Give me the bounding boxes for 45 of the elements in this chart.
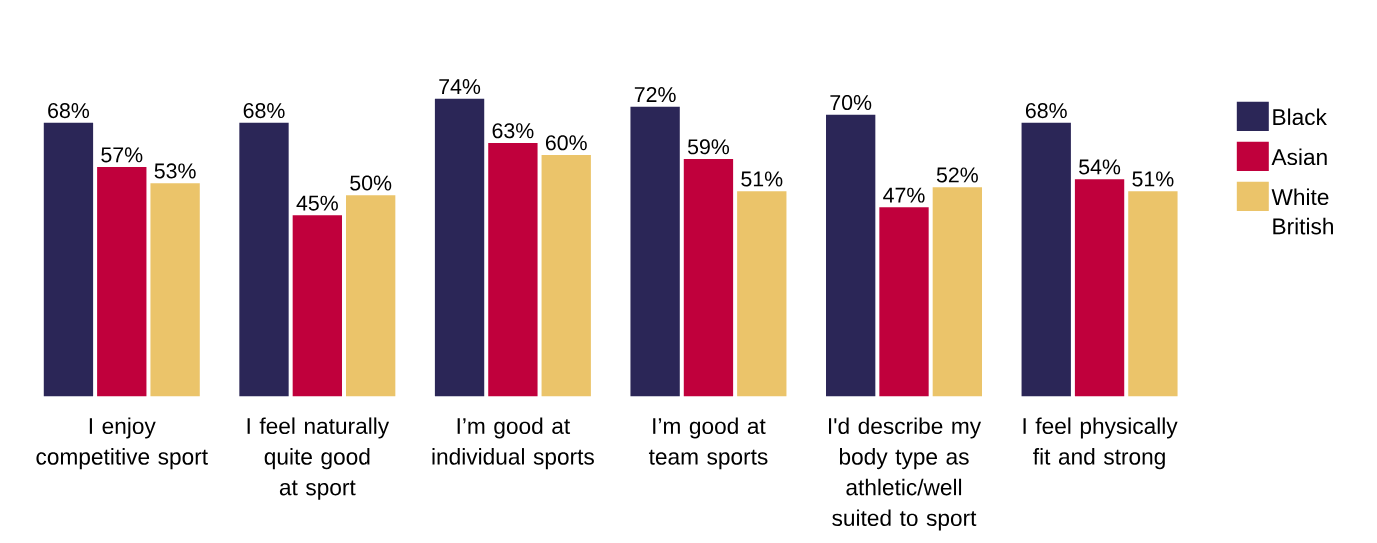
data-label: 74% bbox=[439, 79, 481, 95]
bar bbox=[879, 207, 929, 397]
x-tick-label: I enjoy competitive sport bbox=[36, 417, 208, 470]
legend-label: Asian bbox=[1271, 148, 1327, 166]
bar bbox=[1128, 191, 1178, 397]
data-label: 57% bbox=[101, 147, 143, 163]
bar bbox=[150, 183, 200, 397]
bar bbox=[737, 191, 787, 397]
bar bbox=[932, 187, 983, 397]
data-label: 60% bbox=[545, 135, 587, 151]
data-label: 70% bbox=[830, 95, 872, 111]
bar bbox=[434, 98, 485, 397]
bar bbox=[292, 215, 342, 397]
data-label: 59% bbox=[687, 139, 730, 155]
bar bbox=[630, 106, 680, 397]
x-tick-label: I feel naturally quite good at sport bbox=[247, 417, 390, 500]
bar bbox=[683, 159, 734, 397]
data-label: 51% bbox=[1132, 171, 1174, 187]
x-tick-label: I feel physically fit and strong bbox=[1023, 417, 1178, 470]
bar bbox=[1074, 179, 1125, 397]
bar bbox=[239, 122, 289, 397]
x-tick-label: I'd describe my body type as athletic/well suited to sport bbox=[828, 417, 982, 531]
bar bbox=[826, 114, 876, 397]
bar bbox=[97, 167, 147, 397]
data-label: 72% bbox=[634, 87, 676, 103]
data-label: 50% bbox=[350, 175, 392, 191]
data-label: 52% bbox=[936, 167, 978, 183]
data-label: 45% bbox=[296, 195, 338, 211]
data-label: 68% bbox=[1025, 103, 1067, 119]
data-label: 68% bbox=[243, 103, 285, 119]
bar bbox=[346, 195, 396, 397]
bar bbox=[488, 142, 538, 397]
legend-label: Black bbox=[1273, 108, 1327, 126]
bar bbox=[1021, 122, 1071, 397]
legend-label: White British bbox=[1271, 188, 1333, 235]
x-tick-label: I’m good at individual sports bbox=[432, 417, 594, 470]
x-tick-label: I’m good at team sports bbox=[648, 417, 768, 470]
bar bbox=[541, 155, 591, 397]
data-label: 63% bbox=[492, 123, 534, 139]
data-label: 51% bbox=[741, 171, 783, 187]
bar bbox=[43, 122, 94, 397]
data-label: 47% bbox=[883, 187, 925, 203]
data-label: 53% bbox=[154, 163, 196, 179]
data-label: 68% bbox=[48, 103, 90, 119]
data-label: 54% bbox=[1079, 159, 1121, 175]
